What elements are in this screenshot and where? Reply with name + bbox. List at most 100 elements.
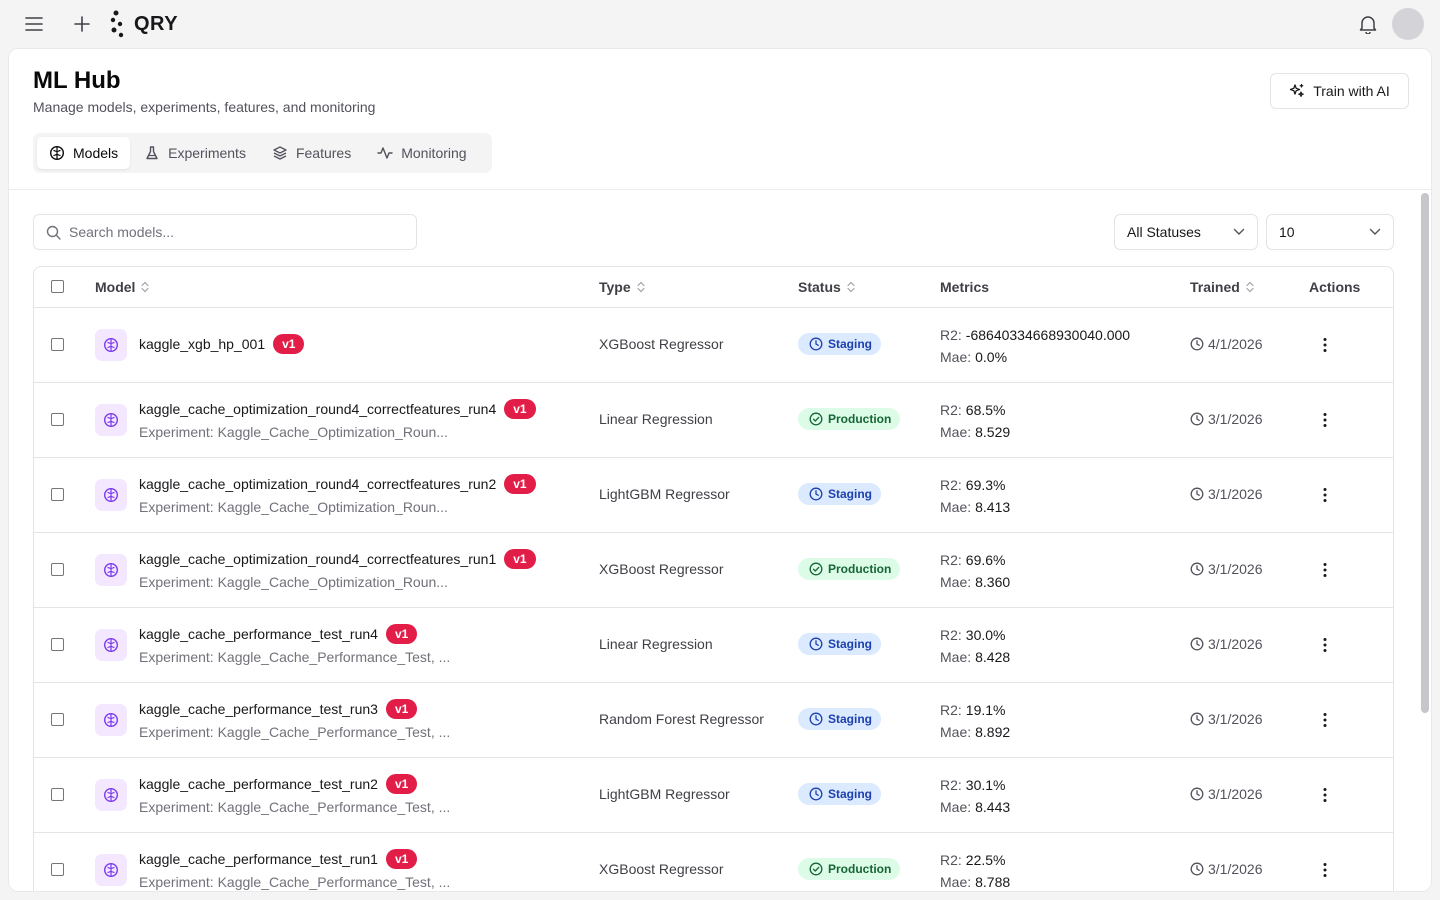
model-type: LightGBM Regressor: [599, 786, 730, 802]
bell-icon[interactable]: [1356, 12, 1380, 36]
model-icon: [95, 854, 127, 886]
metric-mae-value: 8.443: [975, 799, 1011, 815]
row-checkbox[interactable]: [51, 488, 64, 501]
select-all-checkbox[interactable]: [51, 280, 64, 293]
column-header-status-label: Status: [798, 279, 841, 295]
model-type: XGBoost Regressor: [599, 561, 724, 577]
metric-r2-value: 30.1%: [965, 777, 1006, 793]
model-name[interactable]: kaggle_cache_performance_test_run2 v1: [139, 774, 418, 794]
row-checkbox[interactable]: [51, 638, 64, 651]
row-actions-button[interactable]: [1315, 483, 1335, 507]
column-header-model[interactable]: Model: [95, 267, 150, 307]
brain-icon: [103, 412, 119, 428]
metric-r2: R2: 69.6%: [940, 549, 1010, 571]
model-name[interactable]: kaggle_cache_optimization_round4_correct…: [139, 549, 536, 569]
clock-icon: [1190, 487, 1204, 501]
model-name[interactable]: kaggle_cache_performance_test_run3 v1: [139, 699, 418, 719]
trained-date: 3/1/2026: [1190, 861, 1263, 877]
metric-mae-label: Mae:: [940, 799, 972, 815]
model-experiment: Experiment: Kaggle_Cache_Performance_Tes…: [139, 799, 451, 815]
metric-mae: Mae: 8.788: [940, 871, 1010, 891]
app-logo[interactable]: QRY: [110, 8, 178, 40]
row-checkbox[interactable]: [51, 713, 64, 726]
metric-r2-value: 69.3%: [965, 477, 1006, 493]
metric-mae-value: 8.360: [975, 574, 1011, 590]
row-checkbox[interactable]: [51, 413, 64, 426]
model-name[interactable]: kaggle_xgb_hp_001 v1: [139, 334, 305, 354]
tab-features[interactable]: Features: [260, 137, 363, 169]
trained-date: 3/1/2026: [1190, 711, 1263, 727]
more-vertical-icon: [1323, 638, 1327, 652]
row-actions-button[interactable]: [1315, 783, 1335, 807]
table-row[interactable]: kaggle_cache_optimization_round4_correct…: [34, 383, 1393, 458]
metric-mae-label: Mae:: [940, 424, 972, 440]
train-with-ai-button[interactable]: Train with AI: [1270, 73, 1409, 109]
brain-icon: [103, 712, 119, 728]
model-name[interactable]: kaggle_cache_optimization_round4_correct…: [139, 474, 536, 494]
column-header-trained[interactable]: Trained: [1190, 267, 1254, 307]
tab-monitoring[interactable]: Monitoring: [365, 137, 478, 169]
status-badge: Production: [798, 558, 901, 580]
brain-icon: [49, 145, 65, 161]
table-row[interactable]: kaggle_cache_performance_test_run3 v1 Ex…: [34, 683, 1393, 758]
model-icon: [95, 479, 127, 511]
metrics-cell: R2: 30.1% Mae: 8.443: [940, 774, 1010, 818]
page-size-select[interactable]: 10: [1266, 214, 1394, 250]
metric-r2: R2: -68640334668930040.000: [940, 324, 1130, 346]
table-row[interactable]: kaggle_cache_performance_test_run1 v1 Ex…: [34, 833, 1393, 891]
scrollbar-thumb[interactable]: [1421, 193, 1429, 713]
plus-icon[interactable]: [70, 12, 94, 36]
metric-r2-label: R2:: [940, 327, 962, 343]
table-row[interactable]: kaggle_cache_performance_test_run4 v1 Ex…: [34, 608, 1393, 683]
clock-icon: [809, 487, 823, 501]
version-badge: v1: [385, 849, 418, 869]
row-checkbox[interactable]: [51, 563, 64, 576]
metric-r2: R2: 19.1%: [940, 699, 1010, 721]
clock-icon: [1190, 412, 1204, 426]
model-name-label: kaggle_cache_optimization_round4_correct…: [139, 401, 497, 417]
metric-r2-value: 68.5%: [965, 402, 1006, 418]
tab-models[interactable]: Models: [37, 137, 131, 169]
metric-r2-value: 30.0%: [965, 627, 1006, 643]
tab-experiments[interactable]: Experiments: [132, 137, 258, 169]
column-header-status[interactable]: Status: [798, 267, 855, 307]
model-name[interactable]: kaggle_cache_performance_test_run4 v1: [139, 624, 418, 644]
table-row[interactable]: kaggle_xgb_hp_001 v1 XGBoost Regressor S…: [34, 308, 1393, 383]
status-badge: Staging: [798, 633, 881, 655]
table-row[interactable]: kaggle_cache_optimization_round4_correct…: [34, 458, 1393, 533]
search-box: [33, 214, 417, 250]
clock-icon: [1190, 712, 1204, 726]
check-circle-icon: [809, 412, 823, 426]
model-name[interactable]: kaggle_cache_optimization_round4_correct…: [139, 399, 536, 419]
model-icon: [95, 704, 127, 736]
model-icon: [95, 329, 127, 361]
row-checkbox[interactable]: [51, 788, 64, 801]
metric-mae: Mae: 8.529: [940, 421, 1010, 443]
row-actions-button[interactable]: [1315, 333, 1335, 357]
column-header-type[interactable]: Type: [599, 267, 645, 307]
model-type: Linear Regression: [599, 636, 713, 652]
row-checkbox[interactable]: [51, 338, 64, 351]
row-checkbox[interactable]: [51, 863, 64, 876]
logo-mark-icon: [110, 10, 124, 38]
version-badge: v1: [385, 774, 418, 794]
table-row[interactable]: kaggle_cache_optimization_round4_correct…: [34, 533, 1393, 608]
row-actions-button[interactable]: [1315, 858, 1335, 882]
sparkles-icon: [1290, 83, 1305, 97]
model-experiment: Experiment: Kaggle_Cache_Optimization_Ro…: [139, 574, 448, 590]
status-filter-value: All Statuses: [1127, 224, 1201, 240]
table-row[interactable]: kaggle_cache_performance_test_run2 v1 Ex…: [34, 758, 1393, 833]
row-actions-button[interactable]: [1315, 633, 1335, 657]
row-actions-button[interactable]: [1315, 708, 1335, 732]
brain-icon: [103, 862, 119, 878]
metric-r2-label: R2:: [940, 702, 962, 718]
menu-icon[interactable]: [22, 12, 46, 36]
row-actions-button[interactable]: [1315, 408, 1335, 432]
avatar[interactable]: [1392, 8, 1424, 40]
row-actions-button[interactable]: [1315, 558, 1335, 582]
trained-date-label: 3/1/2026: [1208, 411, 1263, 427]
search-input[interactable]: [69, 224, 389, 240]
model-type: XGBoost Regressor: [599, 336, 724, 352]
model-name[interactable]: kaggle_cache_performance_test_run1 v1: [139, 849, 418, 869]
status-filter-select[interactable]: All Statuses: [1114, 214, 1258, 250]
